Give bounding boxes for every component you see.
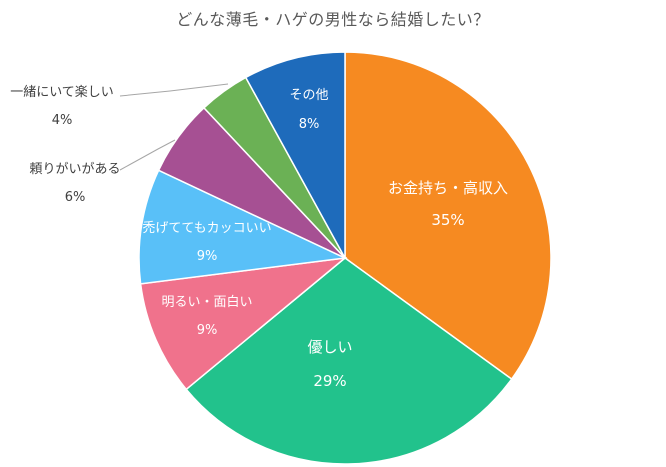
slice-label-1: お金持ち・高収入 [388,179,508,197]
slice-label-4: 禿げててもカッコいい [142,221,271,236]
pie-slice-7 [244,51,346,259]
slice-label-3: 明るい・面白い [161,294,252,310]
slice-percent-7: 8% [299,117,320,132]
leader-line-5 [119,139,176,171]
slice-label-2: 優しい [307,338,352,356]
slice-percent-3: 9% [197,323,218,338]
pie-slice-1 [344,51,552,381]
pie-slice-2 [185,257,513,465]
pie-slice-4 [138,169,348,285]
slice-percent-1: 35% [431,211,464,229]
slice-label-7: その他 [289,88,328,103]
chart-title: どんな薄毛・ハゲの男性なら結婚したい？ [176,10,490,29]
slice-percent-5: 6% [65,190,86,205]
slice-label-6: 一緒にいて楽しい [10,84,114,100]
pie-slice-3 [139,256,348,391]
slice-percent-4: 9% [197,249,218,264]
slice-percent-6: 4% [52,113,73,128]
leader-line-6 [119,83,229,97]
slice-percent-2: 29% [313,372,346,390]
slice-label-5: 頼りがいがある [29,162,120,177]
